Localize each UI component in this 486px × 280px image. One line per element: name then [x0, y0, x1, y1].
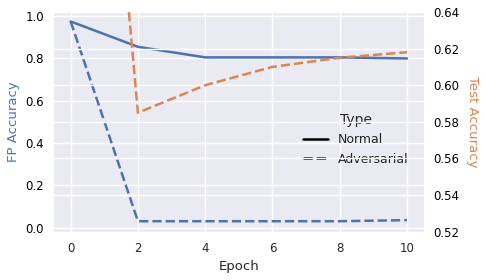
- Y-axis label: FP Accuracy: FP Accuracy: [7, 81, 20, 162]
- Y-axis label: Test Accuracy: Test Accuracy: [466, 76, 479, 168]
- Legend: Normal, Adversarial: Normal, Adversarial: [298, 108, 414, 171]
- X-axis label: Epoch: Epoch: [218, 260, 259, 273]
